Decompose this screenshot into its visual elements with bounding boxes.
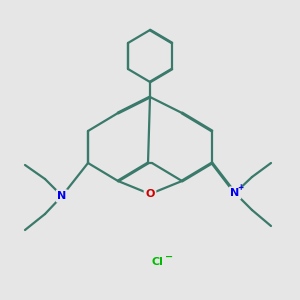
Text: O: O — [145, 189, 155, 199]
Text: N: N — [230, 188, 240, 198]
Text: +: + — [237, 184, 243, 193]
Text: −: − — [165, 252, 173, 262]
Text: N: N — [57, 191, 67, 201]
Text: Cl: Cl — [151, 257, 163, 267]
